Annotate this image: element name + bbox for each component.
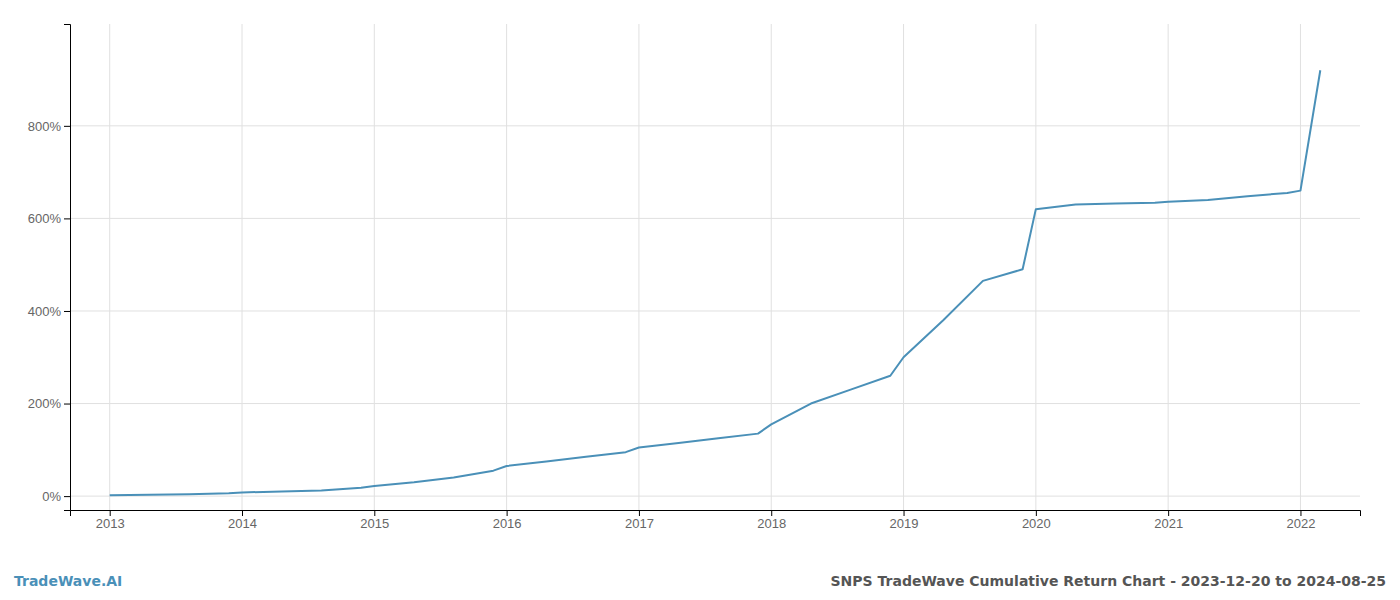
grid-line [70, 403, 1360, 404]
footer-left: TradeWave.AI [14, 573, 122, 589]
grid-line [374, 24, 375, 510]
grid-line [70, 496, 1360, 497]
x-tick: 2017 [625, 510, 654, 531]
y-tick-label: 0% [42, 489, 61, 504]
plot-area [110, 70, 1321, 495]
y-tick: 800% [28, 118, 70, 133]
x-tick-label: 2018 [757, 516, 786, 531]
grid-line [70, 218, 1360, 219]
grid-line [506, 24, 507, 510]
title: SNPS TradeWave Cumulative Return Chart -… [831, 573, 1387, 589]
x-tick: 2020 [1022, 510, 1051, 531]
x-tick-label: 2013 [96, 516, 125, 531]
y-tick: 0% [42, 489, 70, 504]
y-axis: 0% 200% 400% 600% 800% [28, 25, 71, 511]
x-tick: 2014 [228, 510, 257, 531]
grid-line [242, 24, 243, 510]
y-tick: 400% [28, 304, 70, 319]
grid-line [638, 24, 639, 510]
grid-line [109, 24, 110, 510]
y-tick-mark [64, 126, 70, 127]
x-tick: 2019 [890, 510, 919, 531]
grid [70, 24, 1360, 510]
x-tick-mark [771, 510, 772, 516]
y-tick-label: 400% [28, 304, 62, 319]
y-axis-line [64, 25, 71, 511]
x-tick: 2013 [96, 510, 125, 531]
grid-line [771, 24, 772, 510]
x-tick-label: 2017 [625, 516, 654, 531]
x-tick-mark [507, 510, 508, 516]
x-tick-label: 2014 [228, 516, 257, 531]
y-tick-label: 800% [28, 118, 62, 133]
x-tick-mark [1300, 510, 1301, 516]
x-tick-label: 2021 [1154, 516, 1183, 531]
x-tick-mark [110, 510, 111, 516]
x-tick-mark [374, 510, 375, 516]
grid-line [70, 125, 1360, 126]
chart: 2013 2014 2015 2016 2017 2018 2019 2020 2021 2022… [0, 0, 1400, 600]
y-tick-mark [64, 218, 70, 219]
grid-line [1168, 24, 1169, 510]
y-tick-label: 200% [28, 396, 62, 411]
x-tick-label: 2020 [1022, 516, 1051, 531]
x-tick-label: 2019 [890, 516, 919, 531]
x-tick-mark [1036, 510, 1037, 516]
y-tick-mark [64, 496, 70, 497]
x-tick-label: 2016 [493, 516, 522, 531]
y-tick-mark [64, 404, 70, 405]
x-tick-mark [1168, 510, 1169, 516]
x-tick-mark [242, 510, 243, 516]
grid-line [70, 310, 1360, 311]
x-axis: 2013 2014 2015 2016 2017 2018 2019 2020 2021 2022 [71, 510, 1361, 531]
x-tick-label: 2015 [360, 516, 389, 531]
x-axis-line [71, 511, 1361, 517]
grid-line [903, 24, 904, 510]
x-tick: 2022 [1287, 510, 1316, 531]
y-tick: 600% [28, 211, 70, 226]
line-series [110, 70, 1321, 495]
x-tick-label: 2022 [1287, 516, 1316, 531]
y-tick-label: 600% [28, 211, 62, 226]
grid-line [1300, 24, 1301, 510]
y-tick: 200% [28, 396, 70, 411]
x-tick-mark [904, 510, 905, 516]
grid-line [1035, 24, 1036, 510]
x-tick-mark [639, 510, 640, 516]
y-tick-mark [64, 311, 70, 312]
x-tick: 2015 [360, 510, 389, 531]
x-tick: 2018 [757, 510, 786, 531]
x-tick: 2021 [1154, 510, 1183, 531]
x-tick: 2016 [493, 510, 522, 531]
